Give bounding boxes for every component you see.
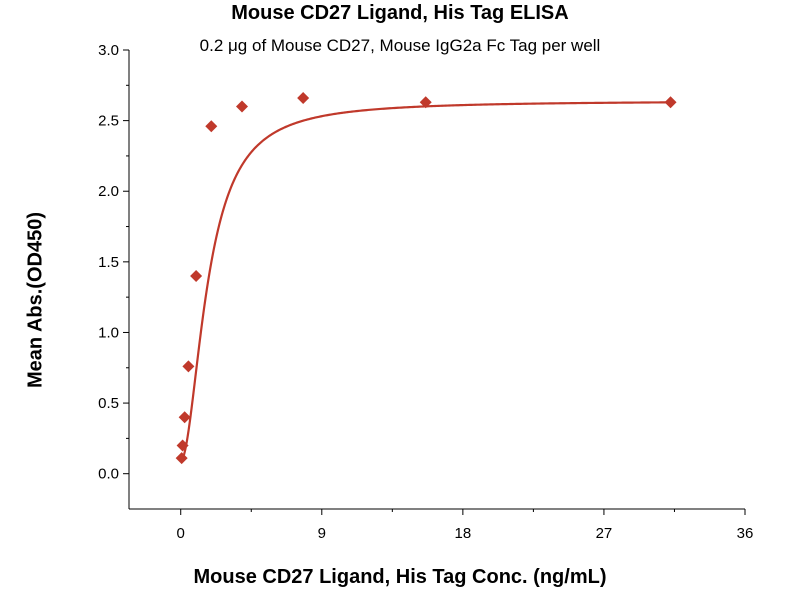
data-point <box>176 439 189 452</box>
data-point <box>205 120 218 133</box>
y-tick-label: 1.5 <box>98 254 119 271</box>
x-tick-label: 36 <box>737 525 754 542</box>
y-tick-label: 2.5 <box>98 113 119 130</box>
y-tick-label: 2.0 <box>98 183 119 200</box>
fit-curve <box>180 101 671 462</box>
y-tick-label: 3.0 <box>98 42 119 59</box>
fit-curve-layer <box>180 101 671 462</box>
data-point <box>664 96 677 109</box>
x-tick-label: 18 <box>455 525 472 542</box>
x-axis-label: Mouse CD27 Ligand, His Tag Conc. (ng/mL) <box>193 566 607 588</box>
axes: 0.0 0.5 1.0 1.5 2.0 2.5 3.0 0 9 18 27 36 <box>98 42 753 542</box>
data-point <box>297 92 310 105</box>
data-point <box>236 100 249 113</box>
x-tick-label: 0 <box>177 525 185 542</box>
data-point <box>178 411 191 424</box>
data-point <box>190 269 203 282</box>
y-tick-label: 1.0 <box>98 324 119 341</box>
chart-subtitle: 0.2 μg of Mouse CD27, Mouse IgG2a Fc Tag… <box>199 36 601 55</box>
chart-title: Mouse CD27 Ligand, His Tag ELISA <box>231 2 569 24</box>
data-point <box>182 360 195 373</box>
y-tick-label: 0.5 <box>98 395 119 412</box>
data-point <box>419 96 432 109</box>
y-tick-label: 0.0 <box>98 466 119 483</box>
x-tick-label: 9 <box>318 525 326 542</box>
x-tick-label: 27 <box>596 525 613 542</box>
data-points-layer <box>175 92 677 465</box>
data-point <box>175 452 188 465</box>
